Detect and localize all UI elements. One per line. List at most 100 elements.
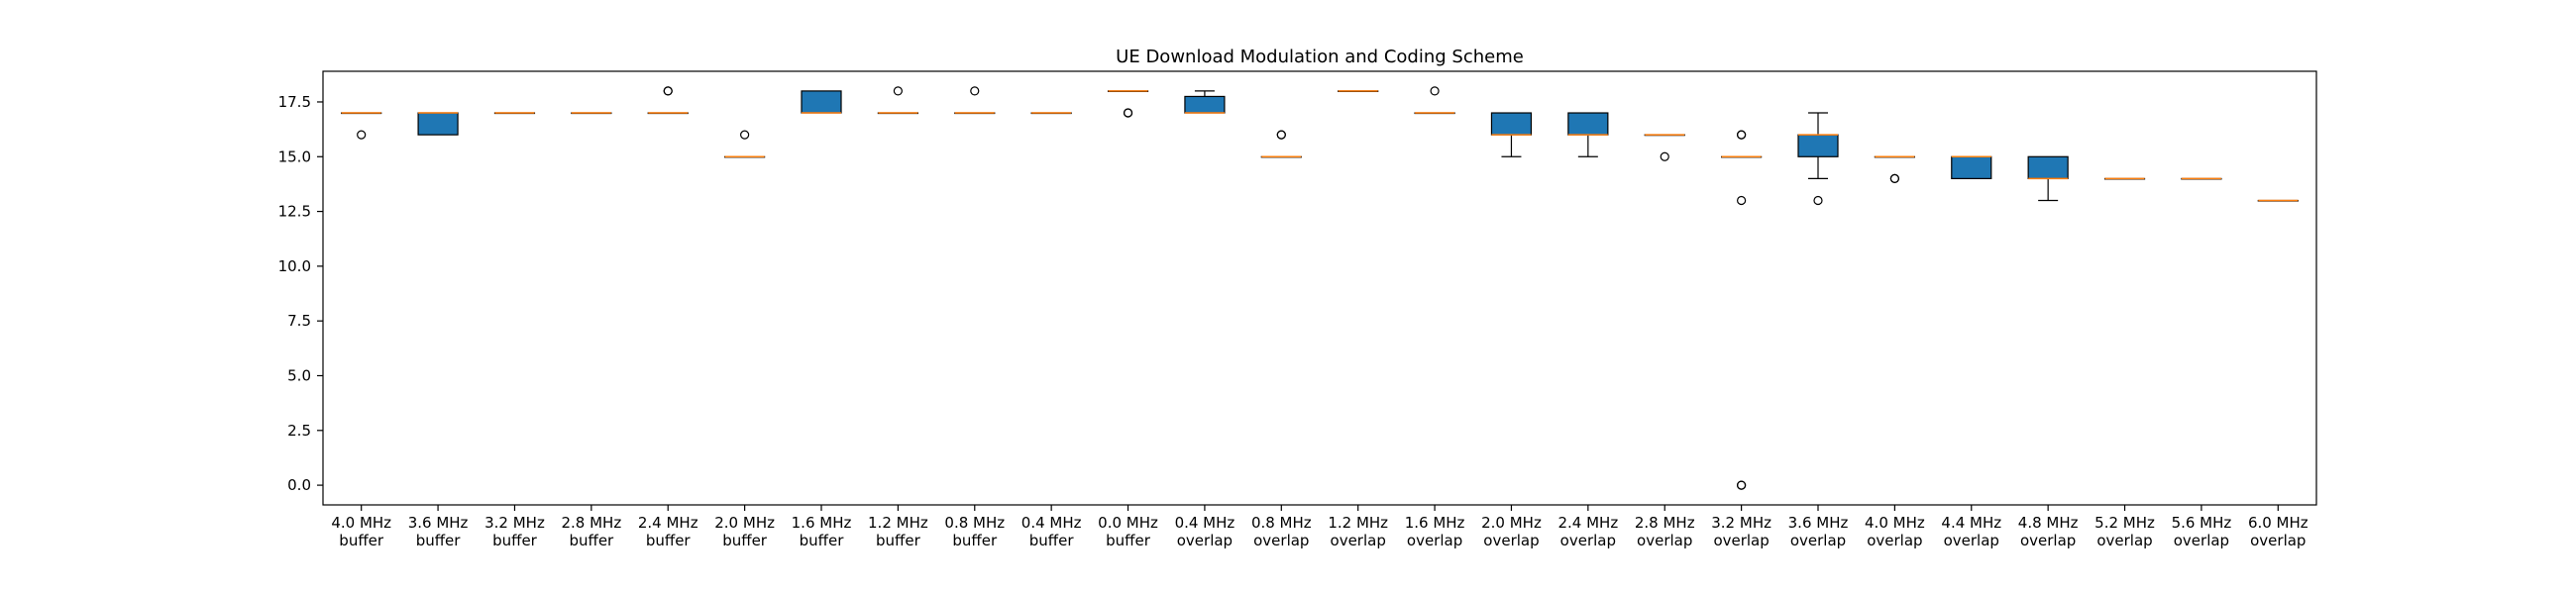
outlier-point (1276, 130, 1286, 140)
outlier-point (1813, 195, 1823, 206)
box-group (1797, 112, 1839, 206)
x-tick-label: buffer (722, 532, 768, 549)
box-group (1644, 134, 1685, 161)
box (1797, 134, 1839, 157)
x-tick-label: buffer (1106, 532, 1151, 549)
outlier-point (970, 86, 980, 96)
x-tick-label: buffer (646, 532, 692, 549)
x-tick-label: overlap (1637, 532, 1692, 549)
box-group (877, 86, 918, 115)
box-group (801, 90, 842, 114)
y-tick-label: 7.5 (287, 312, 311, 330)
outlier-point (1737, 480, 1747, 490)
box (801, 90, 842, 114)
x-tick-label: 5.6 MHz (2172, 514, 2232, 532)
x-tick-label: 5.2 MHz (2094, 514, 2155, 532)
x-tick-label: 1.2 MHz (868, 514, 928, 532)
y-tick-label: 15.0 (278, 148, 311, 165)
x-tick-label: buffer (876, 532, 921, 549)
outlier-point (740, 130, 750, 140)
box-group (1030, 112, 1072, 115)
y-tick-label: 5.0 (287, 366, 311, 384)
x-tick-label: overlap (1331, 532, 1386, 549)
x-tick-label: overlap (1407, 532, 1462, 549)
box-group (1260, 130, 1302, 158)
x-tick-label: 2.0 MHz (1481, 514, 1542, 532)
outlier-point (1430, 86, 1440, 96)
outlier-point (1737, 130, 1747, 140)
x-tick-label: 3.2 MHz (1711, 514, 1771, 532)
x-tick-label: overlap (1177, 532, 1233, 549)
x-tick-label: 2.8 MHz (561, 514, 621, 532)
box-group (1874, 155, 1915, 183)
box-group (417, 112, 459, 136)
box-group (571, 112, 612, 115)
x-tick-label: 4.4 MHz (1941, 514, 2001, 532)
y-tick-label: 12.5 (278, 203, 311, 221)
x-tick-label: buffer (1029, 532, 1075, 549)
x-tick-label: buffer (492, 532, 538, 549)
y-tick-label: 0.0 (287, 476, 311, 494)
outlier-point (357, 130, 367, 140)
x-tick-label: overlap (1790, 532, 1846, 549)
x-tick-label: 2.0 MHz (714, 514, 775, 532)
x-tick-label: 1.6 MHz (1405, 514, 1465, 532)
x-tick-label: overlap (2250, 532, 2306, 549)
box-group (1490, 112, 1533, 157)
box-group (493, 112, 536, 115)
x-tick-label: 3.6 MHz (408, 514, 469, 532)
x-tick-label: overlap (1560, 532, 1616, 549)
y-tick-label: 2.5 (287, 422, 311, 440)
outlier-point (893, 86, 903, 96)
x-tick-label: 1.6 MHz (792, 514, 852, 532)
x-tick-label: overlap (1483, 532, 1539, 549)
box (417, 112, 459, 136)
x-tick-label: buffer (952, 532, 998, 549)
x-tick-label: 4.8 MHz (2018, 514, 2079, 532)
x-tick-label: overlap (2174, 532, 2229, 549)
x-tick-label: 2.4 MHz (1557, 514, 1618, 532)
box-group (1721, 130, 1763, 490)
box-group (724, 130, 766, 158)
x-tick-label: 6.0 MHz (2248, 514, 2308, 532)
x-tick-label: buffer (569, 532, 614, 549)
box-group (1338, 90, 1379, 93)
box-group (1951, 155, 1992, 179)
x-tick-label: 2.8 MHz (1635, 514, 1695, 532)
box-group (2103, 177, 2146, 180)
chart-title: UE Download Modulation and Coding Scheme (1116, 47, 1524, 67)
x-tick-label: 2.4 MHz (638, 514, 698, 532)
axes-frame (322, 70, 2317, 506)
box-group (2027, 155, 2069, 202)
outlier-point (663, 86, 673, 96)
box-group (1184, 90, 1226, 114)
outlier-point (1660, 151, 1669, 161)
box (1951, 155, 1992, 179)
x-tick-label: 4.0 MHz (331, 514, 391, 532)
x-tick-label: buffer (416, 532, 462, 549)
outlier-point (1737, 195, 1747, 206)
x-tick-label: buffer (800, 532, 845, 549)
box-group (2257, 199, 2299, 202)
box-group (1567, 112, 1609, 157)
plot-area (341, 86, 2299, 490)
x-tick-label: 3.6 MHz (1788, 514, 1849, 532)
y-axis: 0.0 2.5 5.0 7.5 10.0 12.5 15.0 17.5 (278, 93, 323, 494)
x-tick-label: buffer (339, 532, 384, 549)
x-tick-label: 0.8 MHz (1251, 514, 1312, 532)
box-group (1107, 90, 1149, 118)
x-tick-label: overlap (2096, 532, 2152, 549)
x-tick-label: overlap (1867, 532, 1922, 549)
box-group (954, 86, 996, 115)
box-group (647, 86, 689, 115)
x-tick-label: overlap (1713, 532, 1769, 549)
box (2027, 155, 2069, 179)
y-tick-label: 17.5 (278, 93, 311, 111)
box-group (1414, 86, 1455, 115)
x-tick-label: 0.8 MHz (944, 514, 1005, 532)
box-group (341, 112, 382, 140)
outlier-point (1889, 173, 1899, 183)
y-tick-label: 10.0 (278, 257, 311, 275)
x-tick-label: overlap (2020, 532, 2076, 549)
